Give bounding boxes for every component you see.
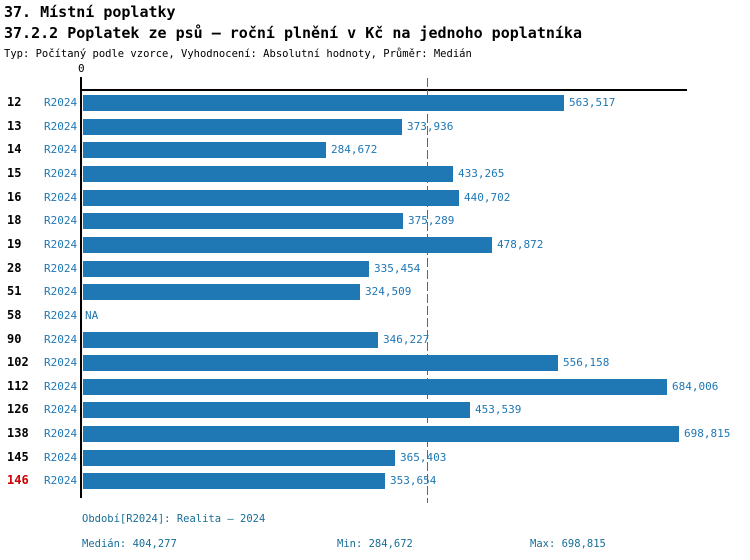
row-site-label: 102 xyxy=(7,355,29,370)
row-period-label: R2024 xyxy=(44,285,78,299)
row-site-label: 126 xyxy=(7,402,29,417)
chart-subtitle: Typ: Počítaný podle vzorce, Vyhodnocení:… xyxy=(4,48,472,60)
row-period-label: R2024 xyxy=(44,332,78,346)
row-bar xyxy=(83,426,679,443)
row-value-label: 556,158 xyxy=(563,356,610,370)
row-value-label: NA xyxy=(85,308,99,322)
stat-median-text: Medián: 404,277 xyxy=(82,538,177,550)
x-axis-zero-tick xyxy=(80,77,82,90)
row-site-label: 15 xyxy=(7,165,22,180)
row-value-label: 698,815 xyxy=(684,427,731,441)
row-bar xyxy=(83,165,453,182)
row-site-label: 145 xyxy=(7,449,29,464)
row-value-label: 440,702 xyxy=(464,190,511,204)
row-value-label: 353,654 xyxy=(390,474,437,488)
row-bar xyxy=(83,142,326,159)
row-period-label: R2024 xyxy=(44,237,78,251)
chart-row-58: 58 R2024 NA xyxy=(0,304,750,328)
chart-row-90: 90 R2024 346,227 xyxy=(0,328,750,352)
stat-max-text: Max: 698,815 xyxy=(530,538,606,550)
x-axis-zero-tick-label: 0 xyxy=(78,62,85,75)
chart-row-14: 14 R2024 284,672 xyxy=(0,138,750,162)
report-section-title: 37. Místní poplatky xyxy=(4,3,176,21)
row-bar xyxy=(83,95,564,111)
row-value-label: 478,872 xyxy=(497,237,544,251)
row-value-label: 684,006 xyxy=(672,379,719,393)
chart-title: 37.2.2 Poplatek ze psů – roční plnění v … xyxy=(4,24,582,42)
row-bar xyxy=(83,260,369,277)
row-bar xyxy=(83,449,395,466)
row-value-label: 433,265 xyxy=(458,166,505,180)
row-period-label: R2024 xyxy=(44,190,78,204)
row-period-label: R2024 xyxy=(44,214,78,228)
row-site-label: 13 xyxy=(7,118,22,133)
row-site-label: 90 xyxy=(7,331,22,346)
row-site-label: 12 xyxy=(7,95,22,109)
row-site-label: 58 xyxy=(7,307,22,322)
row-value-label: 346,227 xyxy=(383,332,430,346)
row-value-label: 375,289 xyxy=(408,214,455,228)
legend-period-text: Období[R2024]: Realita – 2024 xyxy=(82,513,266,525)
chart-row-126: 126 R2024 453,539 xyxy=(0,398,750,422)
chart-row-13: 13 R2024 373,936 xyxy=(0,115,750,139)
row-site-label: 112 xyxy=(7,378,29,393)
row-period-label: R2024 xyxy=(44,427,78,441)
chart-row-146: 146 R2024 353,654 xyxy=(0,469,750,493)
row-value-label: 453,539 xyxy=(475,403,522,417)
row-site-label: 16 xyxy=(7,189,22,204)
chart-row-145: 145 R2024 365,403 xyxy=(0,446,750,470)
row-site-label: 19 xyxy=(7,236,22,251)
row-bar xyxy=(83,118,402,135)
row-bar xyxy=(83,213,403,230)
chart-row-16: 16 R2024 440,702 xyxy=(0,186,750,210)
median-reference-line xyxy=(427,78,428,503)
chart-row-51: 51 R2024 324,509 xyxy=(0,280,750,304)
y-axis-line xyxy=(80,89,82,498)
chart-row-138: 138 R2024 698,815 xyxy=(0,422,750,446)
row-bar xyxy=(83,378,667,395)
row-period-label: R2024 xyxy=(44,119,78,133)
x-axis-line xyxy=(80,89,687,91)
row-period-label: R2024 xyxy=(44,261,78,275)
row-value-label: 335,454 xyxy=(374,261,421,275)
row-bar xyxy=(83,473,385,490)
row-bar xyxy=(83,236,492,253)
bar-chart-rows: 12 R2024 563,517 13 R2024 373,936 14 R2024 284,6… xyxy=(0,91,750,501)
row-bar xyxy=(83,355,558,372)
row-bar xyxy=(83,189,459,206)
chart-row-19: 19 R2024 478,872 xyxy=(0,233,750,257)
row-site-label: 14 xyxy=(7,142,22,157)
row-period-label: R2024 xyxy=(44,143,78,157)
row-value-label: 284,672 xyxy=(331,143,378,157)
row-site-label: 146 xyxy=(7,473,29,488)
row-period-label: R2024 xyxy=(44,308,78,322)
row-bar xyxy=(83,284,360,301)
stat-min-text: Min: 284,672 xyxy=(337,538,413,550)
row-period-label: R2024 xyxy=(44,450,78,464)
row-bar xyxy=(83,331,378,348)
row-site-label: 18 xyxy=(7,213,22,228)
chart-row-12: 12 R2024 563,517 xyxy=(0,91,750,115)
row-value-label: 563,517 xyxy=(569,96,616,109)
chart-row-102: 102 R2024 556,158 xyxy=(0,351,750,375)
chart-row-15: 15 R2024 433,265 xyxy=(0,162,750,186)
row-bar xyxy=(83,402,470,419)
chart-row-18: 18 R2024 375,289 xyxy=(0,209,750,233)
row-value-label: 324,509 xyxy=(365,285,412,299)
row-period-label: R2024 xyxy=(44,379,78,393)
row-period-label: R2024 xyxy=(44,356,78,370)
row-period-label: R2024 xyxy=(44,474,78,488)
row-site-label: 138 xyxy=(7,426,29,441)
row-period-label: R2024 xyxy=(44,403,78,417)
chart-row-28: 28 R2024 335,454 xyxy=(0,257,750,281)
row-period-label: R2024 xyxy=(44,96,78,109)
row-site-label: 51 xyxy=(7,284,22,299)
row-value-label: 373,936 xyxy=(407,119,454,133)
row-period-label: R2024 xyxy=(44,166,78,180)
row-site-label: 28 xyxy=(7,260,22,275)
chart-row-112: 112 R2024 684,006 xyxy=(0,375,750,399)
row-value-label: 365,403 xyxy=(400,450,447,464)
